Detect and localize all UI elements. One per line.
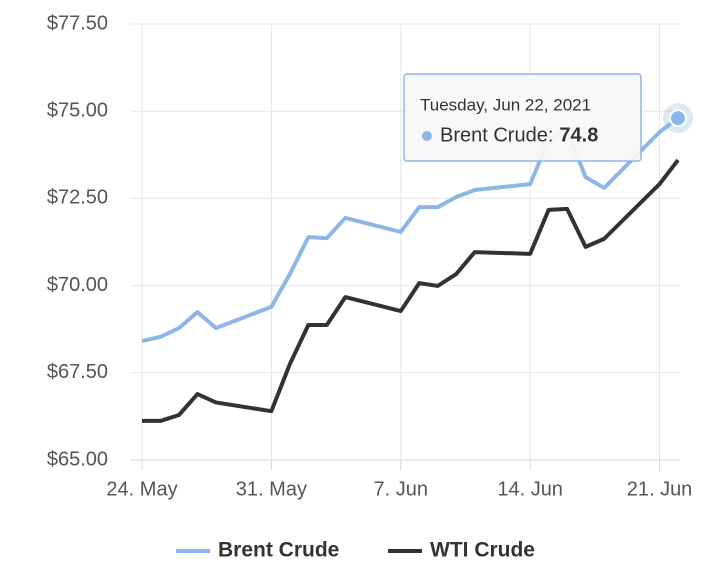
tooltip-label: Brent Crude:	[440, 124, 553, 146]
legend-label: Brent Crude	[218, 539, 339, 562]
hover-point	[669, 109, 687, 128]
y-tick-label: $72.50	[47, 187, 108, 209]
tooltip-date: Tuesday, Jun 22, 2021	[420, 95, 591, 114]
x-tick-label: 24. May	[106, 478, 177, 500]
tooltip-box	[403, 73, 642, 162]
legend-label: WTI Crude	[430, 539, 535, 562]
y-tick-label: $77.50	[47, 12, 108, 34]
x-tick-label: 14. Jun	[497, 478, 563, 500]
y-tick-label: $65.00	[47, 448, 108, 470]
tooltip-value: 74.8	[559, 124, 598, 146]
tooltip: Tuesday, Jun 22, 2021 Brent Crude: 74.8	[403, 73, 642, 162]
tooltip-marker	[422, 131, 432, 141]
y-tick-label: $75.00	[47, 99, 108, 121]
series-line	[142, 158, 680, 423]
y-tick-label: $70.00	[47, 274, 108, 296]
y-tick-label: $67.50	[47, 361, 108, 383]
x-tick-label: 31. May	[236, 478, 307, 500]
x-tick-label: 7. Jun	[374, 478, 428, 500]
x-tick-label: 21. Jun	[627, 478, 693, 500]
